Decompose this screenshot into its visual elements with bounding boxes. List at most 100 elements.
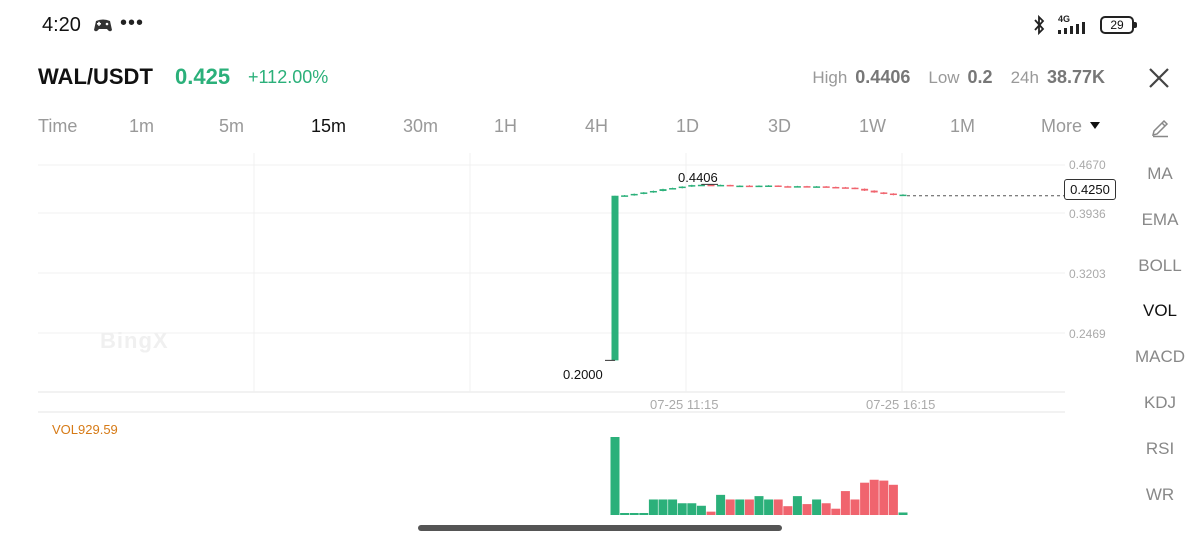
indicator-boll[interactable]: BOLL xyxy=(1138,256,1182,275)
y-tick-label: 0.4670 xyxy=(1069,158,1106,172)
volume-bar xyxy=(639,513,649,515)
indicator-kdj[interactable]: KDJ xyxy=(1143,393,1177,412)
network-type: 4G xyxy=(1058,14,1071,24)
candle-body xyxy=(861,188,869,191)
tab-30m[interactable]: 30m xyxy=(403,116,439,136)
tab-1h[interactable]: 1H xyxy=(494,116,518,136)
candle-body xyxy=(659,189,667,191)
home-indicator[interactable] xyxy=(418,525,782,531)
status-time: 4:20 xyxy=(42,14,81,36)
volume-bar xyxy=(792,496,802,515)
more-label: More xyxy=(1041,116,1083,136)
volume-bar xyxy=(802,504,812,515)
tab-1m[interactable]: 1m xyxy=(129,116,155,136)
time-label: Time xyxy=(38,116,78,136)
volume-bar xyxy=(658,499,668,515)
pencil-icon[interactable] xyxy=(1150,118,1170,138)
volume-bar xyxy=(840,491,850,515)
candle-body xyxy=(889,193,897,196)
x-tick-label: 07-25 11:15 xyxy=(650,397,719,412)
tab-1w[interactable]: 1W xyxy=(859,116,886,136)
volume-bar xyxy=(620,513,630,515)
volume-bar xyxy=(898,512,908,515)
candle-body xyxy=(745,185,753,188)
indicator-macd[interactable]: MACD xyxy=(1134,347,1186,366)
candle-body xyxy=(813,186,821,188)
candle-body xyxy=(669,188,677,190)
volume-bar xyxy=(687,503,697,515)
volume-bar xyxy=(610,437,620,515)
candle-body xyxy=(630,193,638,196)
pair-title: WAL/USDT xyxy=(38,64,153,89)
volume-bar xyxy=(860,482,870,515)
tab-3d[interactable]: 3D xyxy=(768,116,792,136)
tab-5m[interactable]: 5m xyxy=(219,116,245,136)
high-label: High xyxy=(812,68,848,87)
bluetooth-icon xyxy=(1034,14,1045,36)
tab-1d[interactable]: 1D xyxy=(676,116,700,136)
interval-tabs: Time 1m 5m 15m 30m 1H 4H 1D 3D 1W 1M Mor… xyxy=(38,116,1118,142)
candle-body xyxy=(870,190,878,193)
candle-body xyxy=(765,185,773,187)
volume-bar xyxy=(869,479,879,515)
candle-body xyxy=(649,190,657,193)
candle-body xyxy=(822,186,830,188)
status-more-dots: ••• xyxy=(120,12,145,34)
low-marker-label: 0.2000 xyxy=(563,367,603,382)
volume-bar xyxy=(716,494,726,515)
candle-body xyxy=(736,185,744,188)
y-tick-label: 0.3203 xyxy=(1069,267,1106,281)
candle-body xyxy=(717,184,725,187)
candle-body xyxy=(851,187,859,190)
volume-bar xyxy=(668,499,678,515)
volume-value: 38.77K xyxy=(1046,67,1105,87)
candle-body xyxy=(640,192,648,194)
volume-readout: VOL929.59 xyxy=(52,422,118,437)
candle-body xyxy=(841,187,849,189)
volume-bar xyxy=(648,499,658,515)
candle-body xyxy=(621,195,629,197)
tab-1mo[interactable]: 1M xyxy=(950,116,976,136)
market-stats: High 0.4406 Low 0.2 24h 38.77K xyxy=(812,67,1105,88)
volume-bar xyxy=(735,499,745,515)
candle-body xyxy=(784,186,792,188)
indicator-ma[interactable]: MA xyxy=(1147,164,1173,183)
high-marker-label: 0.4406 xyxy=(678,170,718,185)
volume-bar xyxy=(821,503,831,515)
volume-label: 24h xyxy=(1010,68,1039,87)
volume-bar xyxy=(754,496,764,515)
candle-body xyxy=(880,192,888,194)
volume-bar xyxy=(706,511,716,515)
volume-bar xyxy=(783,506,793,515)
volume-bar xyxy=(696,505,706,515)
high-value: 0.4406 xyxy=(855,67,911,87)
tab-4h[interactable]: 4H xyxy=(585,116,609,136)
indicator-vol[interactable]: VOL xyxy=(1142,301,1178,320)
game-controller-icon xyxy=(94,19,112,32)
candle-body xyxy=(832,186,840,189)
volume-bar xyxy=(744,499,754,515)
volume-bar xyxy=(773,499,783,515)
caret-down-icon xyxy=(1090,121,1101,129)
signal-icon xyxy=(1058,22,1085,34)
y-tick-label: 0.2469 xyxy=(1069,327,1106,341)
last-price: 0.425 xyxy=(175,64,231,89)
indicator-ema[interactable]: EMA xyxy=(1141,210,1179,229)
volume-bar xyxy=(629,513,639,515)
low-label: Low xyxy=(928,68,960,87)
x-tick-label: 07-25 16:15 xyxy=(866,397,936,412)
candle-body xyxy=(688,185,696,187)
tab-15m[interactable]: 15m xyxy=(311,116,347,136)
battery-icon: 29 xyxy=(1100,16,1137,34)
close-icon[interactable] xyxy=(1147,66,1171,90)
indicator-wr[interactable]: WR xyxy=(1145,485,1175,504)
current-price-tag: 0.4250 xyxy=(1064,179,1116,200)
more-dropdown[interactable]: More xyxy=(1041,116,1101,137)
indicator-rsi[interactable]: RSI xyxy=(1145,439,1175,458)
candle-body xyxy=(793,186,801,188)
volume-bar xyxy=(888,484,898,515)
candle-body xyxy=(755,185,763,188)
low-value: 0.2 xyxy=(967,67,993,87)
candle-body xyxy=(803,186,811,188)
candle-body xyxy=(611,195,619,361)
